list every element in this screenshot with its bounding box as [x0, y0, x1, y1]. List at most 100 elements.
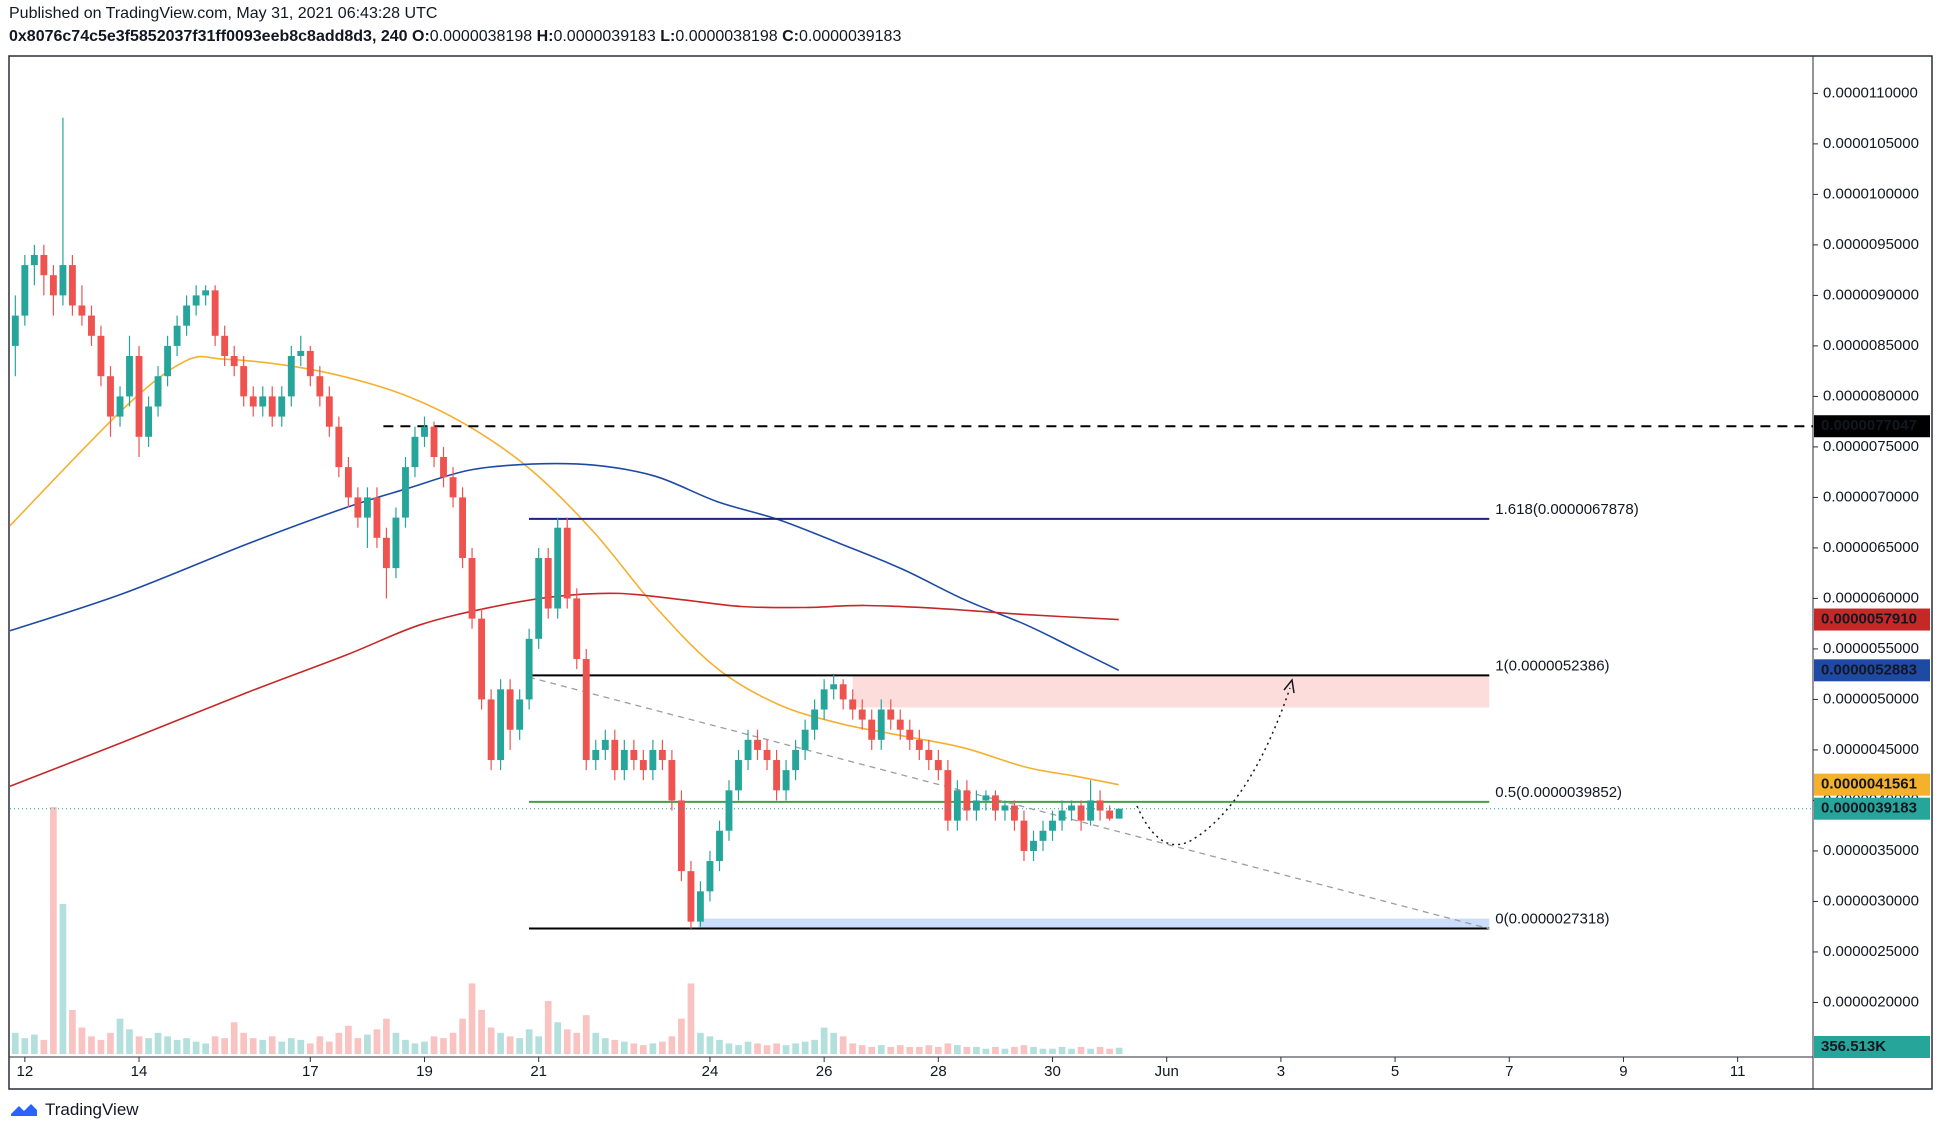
- candle-body: [754, 739, 761, 750]
- volume-bar: [820, 1027, 828, 1054]
- candle-body: [782, 770, 790, 791]
- y-tick-label: 0.0000100000: [1823, 185, 1919, 202]
- candle-body: [535, 558, 543, 639]
- candle-body: [639, 760, 647, 771]
- y-tick-label: 0.0000045000: [1823, 741, 1919, 758]
- volume-bar: [582, 1015, 590, 1054]
- volume-bar: [906, 1046, 914, 1054]
- candle-body: [1068, 805, 1075, 811]
- candle-body: [792, 749, 800, 771]
- volume-bar: [97, 1039, 105, 1054]
- candle-body: [658, 749, 666, 761]
- volume-bar: [877, 1045, 885, 1054]
- volume-bar: [1011, 1046, 1018, 1054]
- volume-bar: [992, 1046, 999, 1054]
- volume-bar: [202, 1043, 209, 1054]
- candle-body: [706, 861, 714, 892]
- volume-bar: [126, 1029, 133, 1054]
- candle-body: [230, 355, 238, 367]
- volume-bar: [1039, 1048, 1047, 1054]
- candle-body: [268, 396, 276, 417]
- volume-bar: [478, 1009, 485, 1054]
- volume-bar: [145, 1038, 152, 1054]
- candle-body: [972, 800, 980, 811]
- volume-bar: [934, 1046, 942, 1054]
- volume-bar: [335, 1032, 343, 1054]
- candle-body: [97, 335, 105, 377]
- candle-body: [677, 800, 685, 872]
- candle-body: [582, 659, 590, 761]
- volume-bar: [858, 1045, 866, 1054]
- volume-bar: [754, 1043, 761, 1054]
- volume-tag: [1814, 1036, 1930, 1058]
- volume-bar: [268, 1036, 276, 1054]
- candle-body: [402, 467, 409, 518]
- volume-bar: [573, 1032, 581, 1054]
- last-price-tag-label: 0.0000039183: [1821, 800, 1917, 817]
- x-tick-label: 30: [1044, 1063, 1061, 1080]
- candle-body: [773, 760, 781, 791]
- volume-bar: [430, 1036, 438, 1054]
- candle-body: [354, 497, 362, 518]
- volume-bar: [1030, 1046, 1037, 1054]
- volume-bar: [59, 904, 67, 1054]
- y-tick-label: 0.0000050000: [1823, 690, 1919, 707]
- candle-body: [249, 396, 257, 407]
- volume-bar: [278, 1041, 286, 1054]
- x-tick-label: Jun: [1155, 1063, 1179, 1080]
- candle-body: [725, 790, 733, 831]
- volume-bar: [164, 1036, 171, 1054]
- candle-body: [991, 795, 999, 811]
- field-label: O:: [412, 28, 430, 45]
- volume-bar: [601, 1038, 609, 1054]
- field-label: L:: [660, 28, 676, 45]
- volume-bar: [11, 1032, 19, 1054]
- y-tick-label: 0.0000095000: [1823, 236, 1919, 253]
- candle-body: [21, 265, 29, 316]
- x-tick-label: 28: [930, 1063, 947, 1080]
- volume-bar: [135, 1036, 143, 1054]
- volume-bar: [735, 1045, 742, 1054]
- candle-body: [601, 739, 609, 750]
- volume-bar: [544, 1001, 552, 1054]
- x-tick-label: 12: [17, 1063, 34, 1080]
- volume-bar: [697, 1032, 704, 1054]
- volume-bar: [316, 1036, 324, 1054]
- y-tick-label: 0.0000065000: [1823, 539, 1919, 556]
- y-tick-label: 0.0000060000: [1823, 589, 1919, 606]
- volume-bar: [173, 1039, 181, 1054]
- candle-body: [925, 749, 933, 761]
- candle-body: [858, 709, 866, 720]
- candle-body: [963, 790, 971, 811]
- y-tick-label: 0.0000080000: [1823, 387, 1919, 404]
- x-tick-label: 17: [302, 1063, 319, 1080]
- candle-body: [287, 355, 295, 397]
- volume-bar: [411, 1043, 419, 1054]
- volume-bar: [563, 1029, 571, 1054]
- candle-body: [1058, 810, 1066, 821]
- volume-bar: [354, 1038, 362, 1054]
- candle-body: [126, 355, 133, 397]
- candle-body: [896, 719, 904, 730]
- candle-body: [11, 315, 19, 346]
- candle-body: [1049, 820, 1056, 831]
- candle-body: [363, 497, 371, 518]
- candle-body: [763, 749, 771, 761]
- candle-body: [373, 497, 381, 538]
- volume-bar: [459, 1018, 466, 1054]
- candle-body: [744, 739, 752, 761]
- candle-body: [335, 426, 343, 468]
- candle-body: [468, 558, 476, 619]
- volume-bar: [1058, 1046, 1066, 1054]
- volume-bar: [1077, 1046, 1085, 1054]
- y-tick-label: 0.0000090000: [1823, 286, 1919, 303]
- volume-bar: [364, 1034, 371, 1054]
- x-tick-label: 26: [816, 1063, 833, 1080]
- volume-bar: [297, 1039, 305, 1054]
- candle-body: [440, 457, 447, 478]
- candle-body: [1020, 820, 1028, 851]
- volume-bar: [630, 1043, 638, 1054]
- volume-bar: [830, 1032, 838, 1054]
- volume-bar: [849, 1043, 857, 1054]
- projection-arrow: [1136, 687, 1291, 846]
